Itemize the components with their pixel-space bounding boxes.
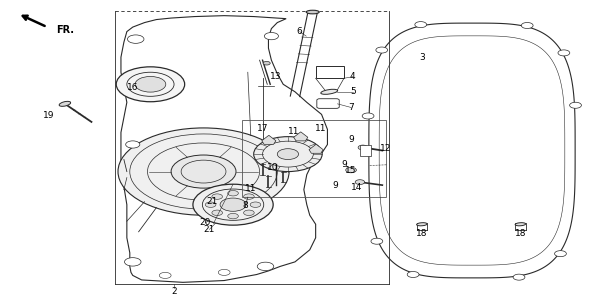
- Circle shape: [205, 202, 216, 207]
- Bar: [360, 145, 371, 156]
- Text: 21: 21: [204, 225, 215, 234]
- Text: 8: 8: [242, 201, 248, 210]
- Circle shape: [126, 141, 140, 148]
- Text: 9: 9: [342, 160, 348, 169]
- Text: 2: 2: [171, 287, 177, 296]
- Text: 12: 12: [380, 144, 392, 154]
- Circle shape: [244, 210, 254, 216]
- Text: 4: 4: [350, 72, 356, 81]
- Polygon shape: [262, 135, 276, 144]
- Circle shape: [267, 141, 281, 148]
- Text: 17: 17: [257, 124, 268, 133]
- Circle shape: [193, 184, 273, 225]
- Circle shape: [116, 67, 185, 102]
- Circle shape: [212, 210, 222, 216]
- Text: 21: 21: [206, 197, 218, 206]
- Circle shape: [358, 145, 368, 150]
- Circle shape: [171, 155, 236, 188]
- Circle shape: [212, 194, 222, 199]
- Circle shape: [118, 128, 289, 215]
- Ellipse shape: [59, 101, 71, 106]
- Text: 7: 7: [348, 103, 354, 112]
- Text: 20: 20: [199, 218, 211, 227]
- Text: 10: 10: [267, 163, 278, 172]
- Circle shape: [555, 251, 566, 257]
- Circle shape: [124, 258, 141, 266]
- Text: 11: 11: [314, 124, 326, 133]
- Text: 6: 6: [297, 27, 303, 36]
- Circle shape: [558, 50, 570, 56]
- Ellipse shape: [417, 223, 427, 226]
- Text: 11: 11: [287, 127, 299, 136]
- Circle shape: [569, 102, 581, 108]
- Text: FR.: FR.: [56, 25, 74, 35]
- Text: 9: 9: [349, 135, 355, 144]
- Circle shape: [346, 167, 356, 173]
- Circle shape: [513, 274, 525, 280]
- Circle shape: [407, 272, 419, 278]
- Polygon shape: [309, 144, 323, 153]
- Text: 18: 18: [514, 229, 526, 238]
- Circle shape: [355, 180, 365, 185]
- Text: 13: 13: [270, 72, 282, 81]
- Ellipse shape: [321, 89, 337, 94]
- Circle shape: [220, 198, 246, 211]
- Circle shape: [135, 76, 166, 92]
- Text: 3: 3: [419, 53, 425, 62]
- FancyBboxPatch shape: [317, 99, 339, 108]
- Bar: [242, 120, 386, 197]
- Text: 11: 11: [245, 184, 257, 193]
- Circle shape: [244, 194, 254, 199]
- Circle shape: [362, 113, 374, 119]
- Circle shape: [376, 47, 388, 53]
- Polygon shape: [121, 16, 327, 282]
- Circle shape: [263, 61, 270, 65]
- Text: 16: 16: [127, 83, 139, 92]
- Circle shape: [228, 191, 238, 196]
- Circle shape: [127, 35, 144, 43]
- Ellipse shape: [515, 223, 526, 226]
- Text: 18: 18: [416, 229, 428, 238]
- Circle shape: [371, 238, 383, 244]
- Circle shape: [415, 22, 427, 28]
- Text: 9: 9: [332, 181, 338, 190]
- Circle shape: [228, 213, 238, 219]
- Ellipse shape: [306, 10, 319, 14]
- Text: 5: 5: [350, 87, 356, 96]
- Circle shape: [257, 262, 274, 271]
- Polygon shape: [294, 132, 308, 141]
- Circle shape: [522, 23, 533, 29]
- Circle shape: [277, 149, 299, 160]
- Circle shape: [254, 137, 322, 172]
- Text: 15: 15: [345, 166, 357, 175]
- Circle shape: [264, 33, 278, 40]
- Bar: [316, 66, 344, 78]
- Circle shape: [250, 202, 261, 207]
- Text: 19: 19: [42, 111, 54, 120]
- Text: 14: 14: [351, 183, 363, 192]
- Polygon shape: [369, 23, 575, 278]
